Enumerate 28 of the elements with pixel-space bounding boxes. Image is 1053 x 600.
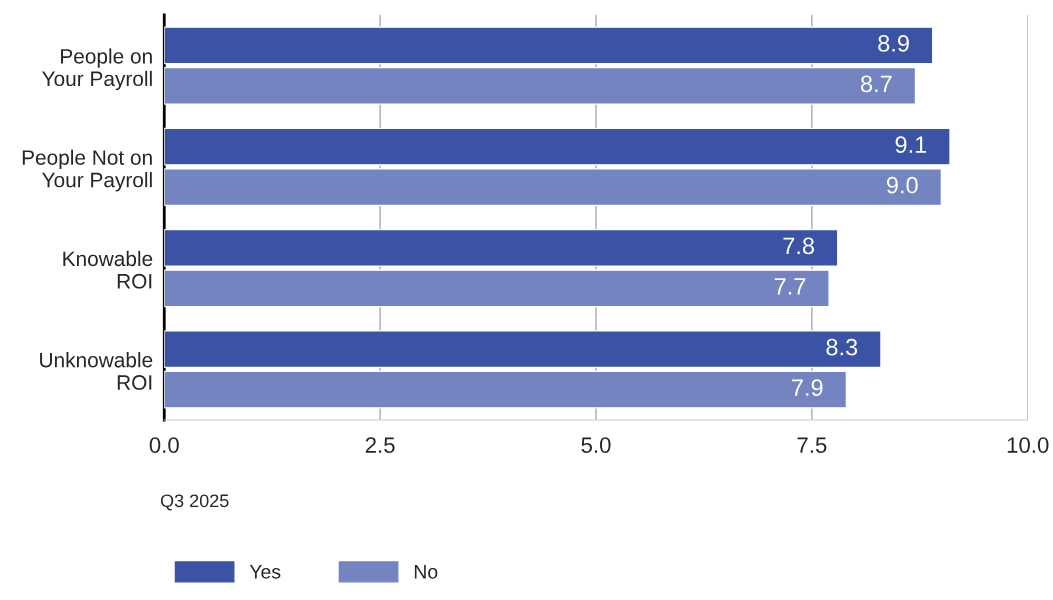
data-label: 8.9 <box>878 34 909 52</box>
data-label: 9.0 <box>886 176 918 194</box>
bar <box>164 330 882 369</box>
y-tick-label: Unknowable ROI <box>40 352 153 390</box>
data-label: 8.3 <box>826 338 858 356</box>
x-tick-label: 5.0 <box>581 437 611 453</box>
data-label: 8.7 <box>860 75 892 93</box>
data-label: 7.7 <box>774 278 806 295</box>
bar <box>164 127 951 166</box>
x-tick-label: 2.5 <box>365 437 395 453</box>
legend-label: No <box>414 565 438 579</box>
x-tick-label: 0.0 <box>149 437 179 453</box>
bar <box>164 269 830 308</box>
bar <box>164 26 934 65</box>
x-tick-label: 7.5 <box>797 437 827 453</box>
bar <box>164 168 943 207</box>
data-label: 7.9 <box>792 379 823 396</box>
data-label: 9.1 <box>895 136 927 153</box>
data-label: 7.8 <box>783 237 815 255</box>
legend-label: Yes <box>249 565 281 579</box>
y-tick-label: Knowable ROI <box>63 250 153 289</box>
y-tick-label: People on Your Payroll <box>42 48 152 91</box>
y-tick-label: People Not on Your Payroll <box>22 149 152 192</box>
bar <box>164 66 917 105</box>
bar <box>164 228 839 267</box>
bar <box>164 370 848 409</box>
x-tick-label: 10.0 <box>1007 437 1049 453</box>
text: Q3 2025 <box>160 494 229 511</box>
